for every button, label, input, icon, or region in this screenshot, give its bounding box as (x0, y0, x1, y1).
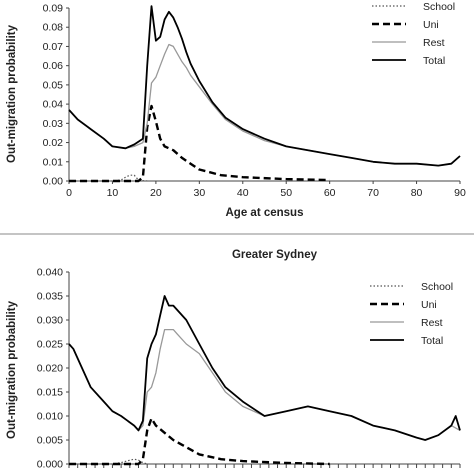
panel0-x-tick-label: 80 (411, 187, 423, 199)
panel0-y-tick-label: 0.04 (43, 99, 64, 111)
panel0-y-tick-label: 0.07 (43, 41, 64, 53)
panel1-series-line-total (68, 295, 461, 441)
panel1-y-axis-label: Out-migration probability (6, 300, 18, 439)
panel0-y-tick-label: 0.03 (43, 118, 64, 130)
panel0-legend: School Uni Rest Total (372, 1, 455, 67)
panel0-legend-label-total: Total (423, 55, 445, 67)
panel1-legend-label-total: Total (421, 335, 443, 347)
greater-sydney-chart-panel: 0.000 0.005 0.010 0.015 0.020 0.025 0.030 0.035… (6, 249, 461, 471)
panel0-series-line-uni (69, 104, 330, 183)
panel0-x-tick-label: 40 (237, 187, 249, 199)
panel1-legend-label-school: School (421, 281, 453, 293)
panel0-x-tick-label: 10 (107, 187, 119, 199)
panel1-y-tick-label: 0.005 (37, 435, 63, 447)
panel0-x-tick-label: 90 (454, 187, 466, 199)
panel0-x-tick-label: 0 (66, 187, 72, 199)
panel0-x-tick-label: 70 (367, 187, 379, 199)
panel1-series-line-uni (69, 417, 330, 466)
panel0-legend-label-school: School (423, 1, 455, 13)
panel0-legend-label-uni: Uni (423, 19, 439, 31)
panel0-y-tick-label: 0.00 (43, 176, 64, 188)
panel0-y-tick-label: 0.09 (43, 3, 64, 15)
panel0-y-tick-label: 0.05 (43, 79, 64, 91)
panel0-legend-label-rest: Rest (423, 37, 445, 49)
panel0-x-axis-label: Age at census (226, 207, 304, 219)
panel1-y-tick-label: 0.030 (37, 315, 63, 327)
panel0-series-line-total (68, 5, 461, 167)
panel0-x-tick-label: 60 (324, 187, 336, 199)
panel1-y-tick-label: 0.015 (37, 387, 63, 399)
panel0-y-tick-label: 0.02 (43, 137, 64, 149)
panel1-y-tick-label: 0.010 (37, 411, 63, 423)
panel1-legend: School Uni Rest Total (370, 281, 453, 347)
panel0-y-tick-label: 0.01 (43, 156, 64, 168)
panel1-y-tick-label: 0.025 (37, 339, 63, 351)
panel1-y-tick-label: 0.020 (37, 363, 63, 375)
panel1-chart-title: Greater Sydney (232, 249, 318, 261)
panel0-y-tick-label: 0.08 (43, 22, 64, 34)
top-chart-panel: 0.00 0.01 0.02 0.03 0.04 0.05 0.06 0.07 0.08 0.09… (6, 1, 466, 219)
panel0-y-tick-label: 0.06 (43, 60, 64, 72)
panel1-legend-label-uni: Uni (421, 299, 437, 311)
panel0-x-tick-label: 50 (280, 187, 292, 199)
panel1-series-line-rest (68, 328, 461, 441)
panel1-y-tick-label: 0.035 (37, 291, 63, 303)
panel0-y-axis-label: Out-migration probability (6, 24, 18, 163)
panel1-legend-label-rest: Rest (421, 317, 443, 329)
panel0-x-tick-label: 30 (193, 187, 205, 199)
panel1-y-tick-label: 0.000 (37, 459, 63, 471)
panel1-series-line-school (69, 458, 148, 465)
panel1-y-tick-label: 0.040 (37, 267, 63, 279)
panel0-x-tick-label: 20 (150, 187, 162, 199)
